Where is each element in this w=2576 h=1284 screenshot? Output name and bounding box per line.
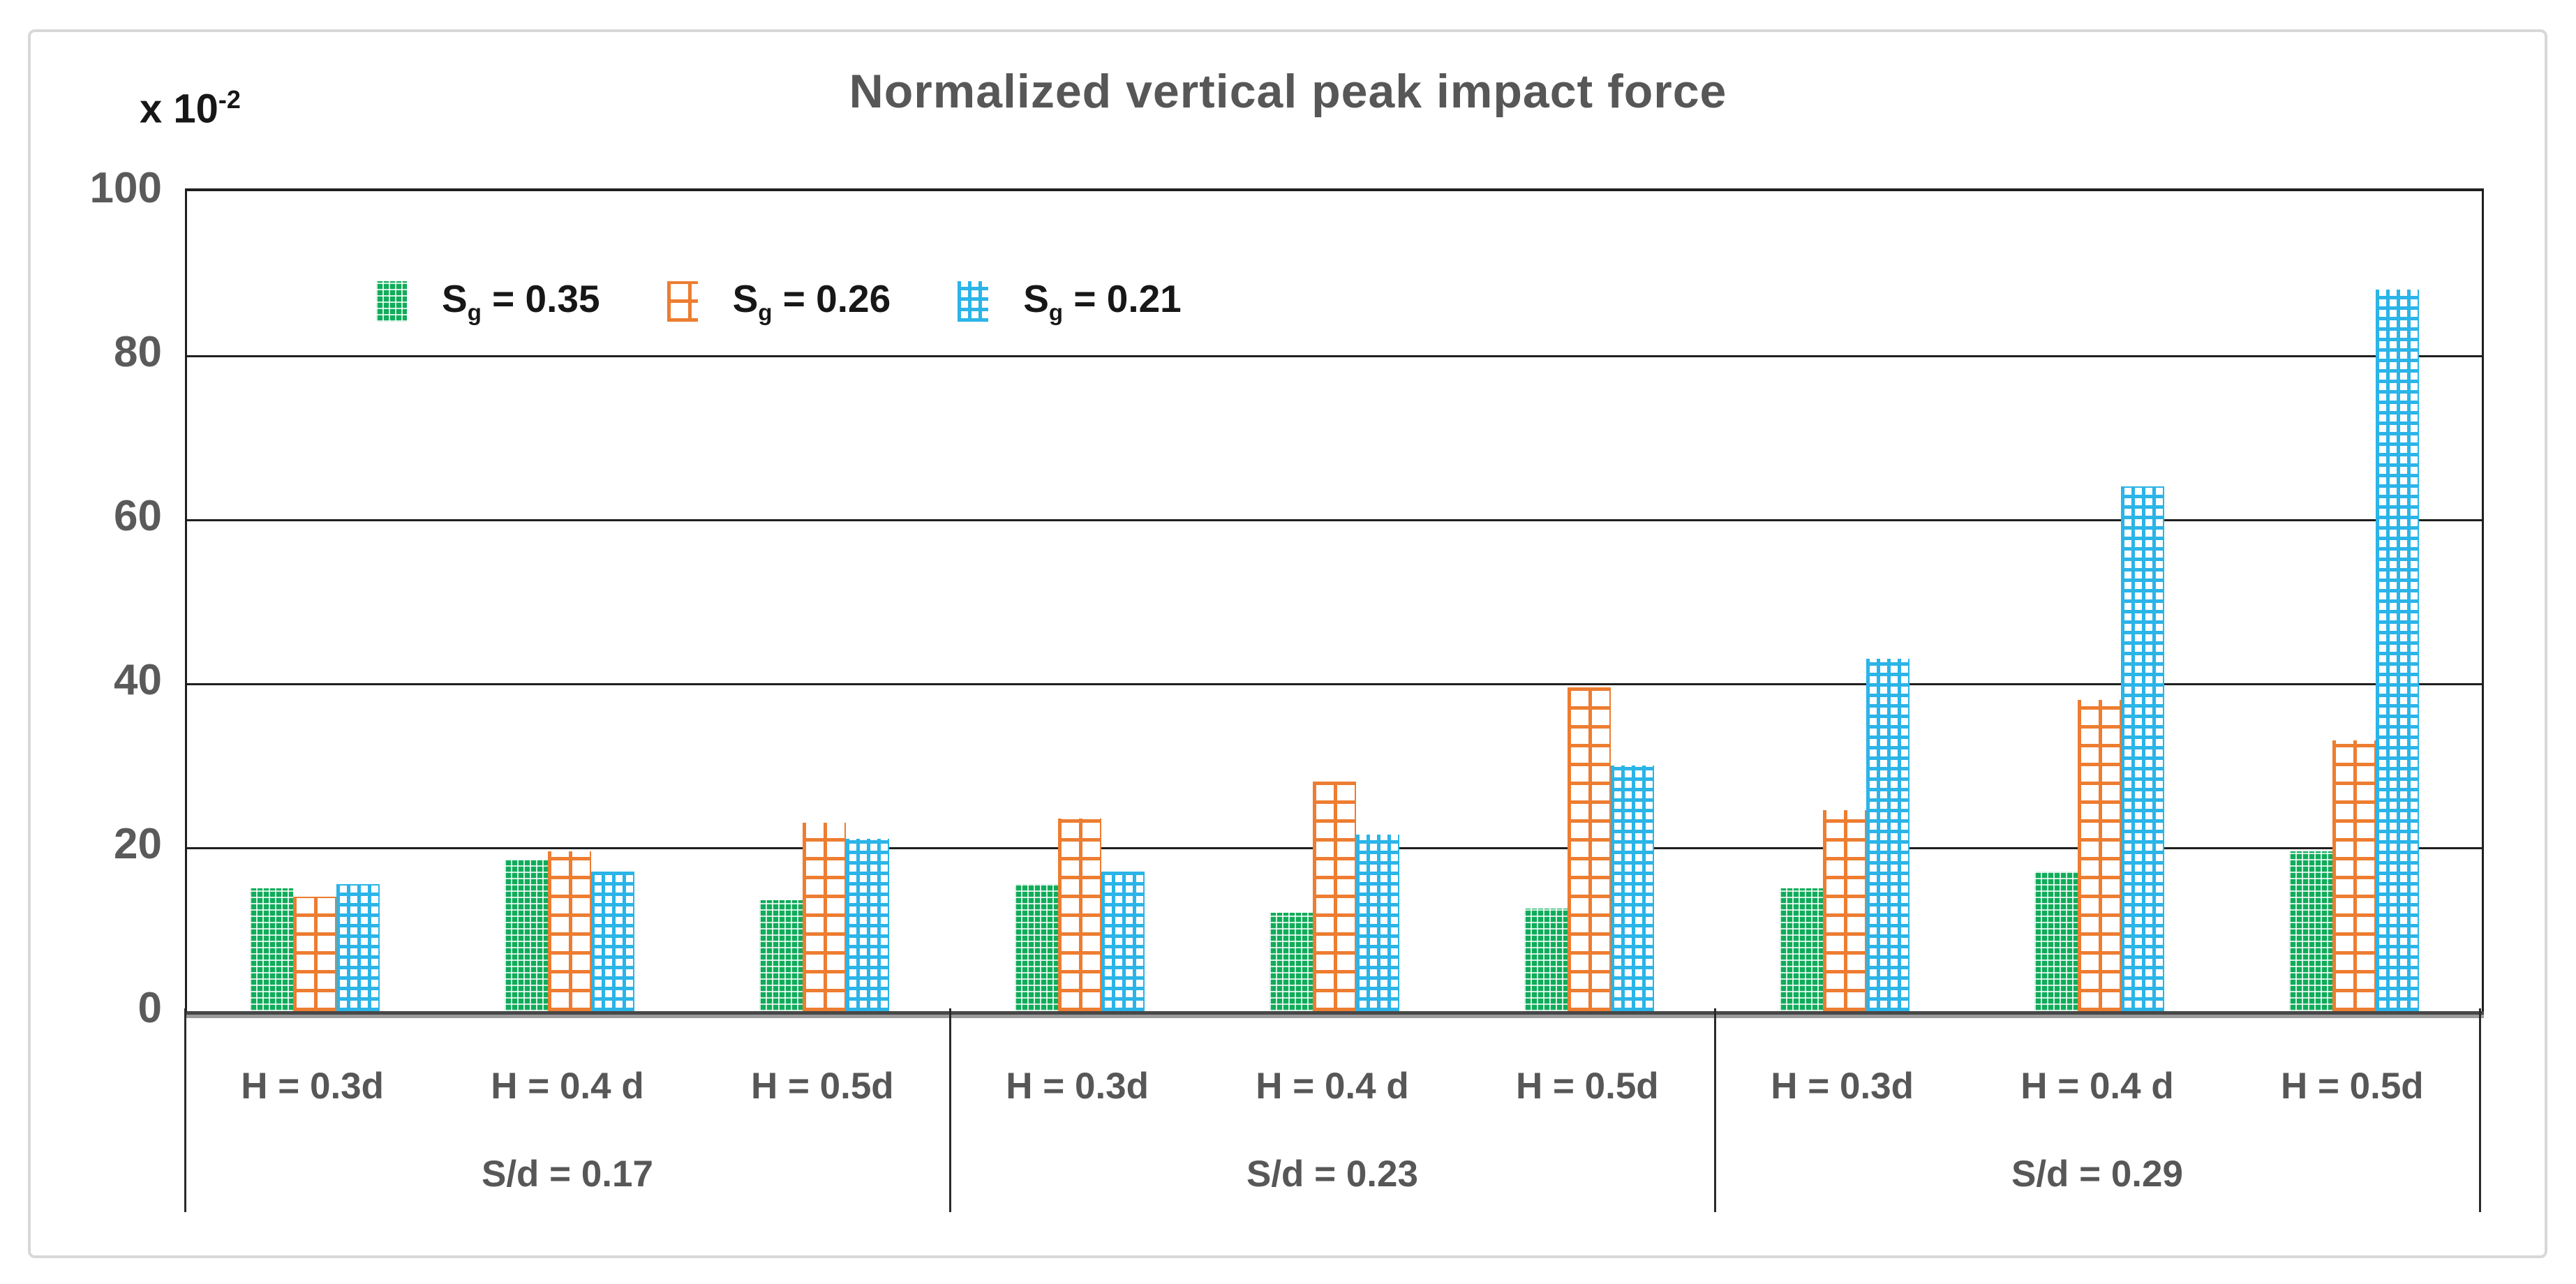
- y-tick-label-100: 100: [89, 164, 162, 212]
- bar-Sg0.26-slot6: [1568, 687, 1611, 1011]
- baseline-light-line: [185, 1015, 2484, 1018]
- baseline-dark-line: [185, 1011, 2484, 1015]
- legend-item-sg-021: Sg = 0.21: [958, 276, 1182, 326]
- bar-Sg0.35-slot4: [1014, 883, 1058, 1011]
- x-category-label-group1-2: H = 0.4 d: [491, 1066, 644, 1107]
- legend-label-rest: = 0.21: [1063, 277, 1182, 320]
- legend-label-main: S: [1023, 277, 1049, 320]
- bar-Sg0.26-slot1: [292, 896, 336, 1011]
- bar-Sg0.26-slot2: [548, 851, 591, 1011]
- bar-Sg0.21-slot7: [1866, 658, 1909, 1011]
- legend-swatch-green-weave-icon: [376, 281, 407, 322]
- legend-label-sub: g: [467, 299, 482, 325]
- legend-label-main: S: [732, 277, 759, 320]
- legend-item-sg-035: Sg = 0.35: [376, 276, 600, 326]
- group-separator-1: [948, 1008, 951, 1212]
- bar-Sg0.21-slot3: [846, 839, 890, 1011]
- y-tick-label-60: 60: [114, 492, 162, 540]
- multiplier-exponent: -2: [218, 85, 241, 114]
- x-group-label-1: S/d = 0.17: [481, 1154, 653, 1195]
- bar-Sg0.21-slot5: [1356, 835, 1399, 1011]
- bar-Sg0.35-slot7: [1779, 888, 1823, 1011]
- legend-label-sg-026: Sg = 0.26: [733, 276, 891, 326]
- multiplier-main: x 10: [140, 86, 218, 132]
- x-axis-baseline: [185, 1011, 2484, 1018]
- legend-label-sub: g: [1048, 299, 1064, 325]
- y-tick-label-20: 20: [114, 820, 162, 868]
- legend-label-sg-035: Sg = 0.35: [442, 276, 600, 326]
- x-category-label-group1-1: H = 0.3d: [241, 1066, 385, 1107]
- legend: Sg = 0.35 Sg = 0.26 Sg = 0.21: [376, 276, 1182, 326]
- x-group-label-3: S/d = 0.29: [2011, 1154, 2183, 1195]
- legend-label-rest: = 0.35: [481, 277, 600, 320]
- plot-area: [185, 188, 2484, 1018]
- gridline-40: [187, 683, 2482, 685]
- bar-Sg0.21-slot1: [336, 883, 380, 1011]
- bar-Sg0.35-slot6: [1524, 909, 1568, 1011]
- bar-Sg0.26-slot7: [1822, 810, 1866, 1011]
- bar-Sg0.26-slot3: [803, 822, 847, 1011]
- bar-Sg0.21-slot6: [1611, 765, 1655, 1011]
- legend-label-rest: = 0.26: [772, 277, 891, 320]
- bar-Sg0.35-slot1: [249, 888, 293, 1011]
- bar-Sg0.35-slot8: [2034, 872, 2078, 1011]
- legend-label-sub: g: [758, 299, 773, 325]
- bar-Sg0.21-slot2: [591, 872, 634, 1011]
- chart-title: Normalized vertical peak impact force: [849, 65, 1727, 118]
- bar-Sg0.35-slot2: [505, 859, 548, 1011]
- legend-swatch-orange-brick-icon: [667, 281, 698, 322]
- group-separator-0: [184, 1008, 186, 1212]
- legend-label-main: S: [442, 277, 468, 320]
- legend-swatch-blue-grid-icon: [958, 281, 989, 322]
- legend-label-sg-021: Sg = 0.21: [1023, 276, 1182, 326]
- x-category-label-group3-2: H = 0.4 d: [2020, 1066, 2174, 1107]
- bar-Sg0.26-slot9: [2332, 740, 2376, 1011]
- y-tick-label-40: 40: [114, 656, 162, 704]
- x-category-label-group1-3: H = 0.5d: [750, 1066, 894, 1107]
- bar-Sg0.35-slot5: [1270, 913, 1313, 1011]
- bar-Sg0.26-slot8: [2078, 699, 2121, 1011]
- y-axis-multiplier-label: x 10-2: [140, 85, 241, 132]
- gridline-60: [187, 519, 2482, 521]
- x-category-label-group2-2: H = 0.4 d: [1256, 1066, 1409, 1107]
- x-category-label-group3-1: H = 0.3d: [1771, 1066, 1914, 1107]
- bar-Sg0.26-slot5: [1313, 782, 1356, 1011]
- gridline-80: [187, 355, 2482, 357]
- bar-Sg0.35-slot3: [759, 900, 803, 1011]
- legend-item-sg-026: Sg = 0.26: [667, 276, 891, 326]
- y-tick-label-80: 80: [114, 328, 162, 376]
- bar-Sg0.21-slot4: [1101, 872, 1145, 1011]
- bar-Sg0.35-slot9: [2289, 851, 2333, 1011]
- x-category-label-group2-1: H = 0.3d: [1006, 1066, 1149, 1107]
- group-separator-3: [2478, 1008, 2481, 1212]
- bar-Sg0.21-slot9: [2376, 290, 2420, 1011]
- bar-Sg0.26-slot4: [1057, 818, 1101, 1011]
- x-group-label-2: S/d = 0.23: [1246, 1154, 1418, 1195]
- group-separator-2: [1713, 1008, 1716, 1212]
- y-tick-label-0: 0: [137, 984, 162, 1032]
- x-category-label-group2-3: H = 0.5d: [1515, 1066, 1659, 1107]
- bar-Sg0.21-slot8: [2121, 486, 2164, 1011]
- x-category-label-group3-3: H = 0.5d: [2280, 1066, 2424, 1107]
